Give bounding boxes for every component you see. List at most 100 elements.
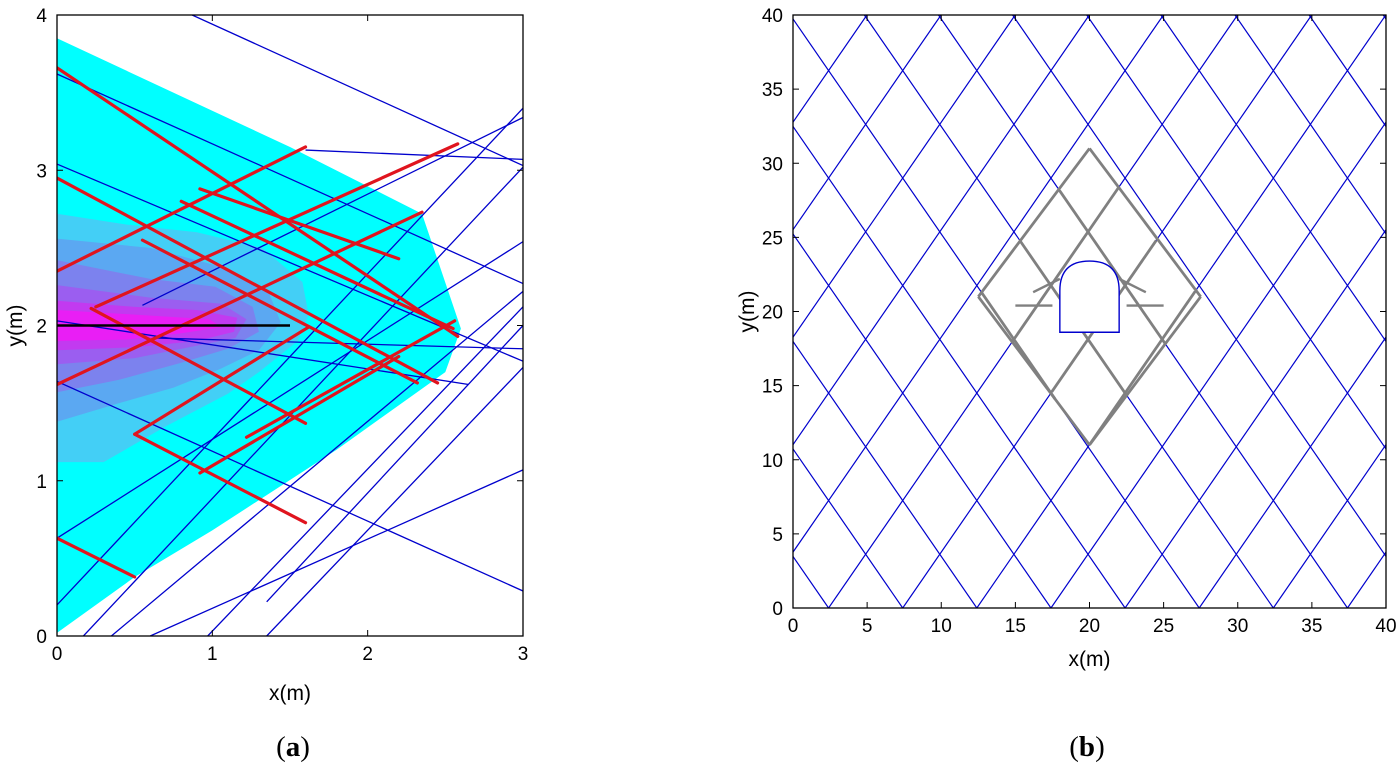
stimulated-fracture-line (57, 210, 424, 387)
fracture-line (266, 366, 523, 636)
x-tick-label: 35 (1301, 616, 1322, 637)
x-tick-label: 1 (207, 644, 218, 665)
plot-frame (56, 14, 524, 637)
stimulated-fracture-line (133, 325, 311, 436)
y-axis-label: y(m) (736, 291, 759, 333)
y-tick-label: 20 (762, 303, 783, 324)
x-tick-label: 40 (1375, 616, 1396, 637)
x-tick-label: 0 (52, 644, 63, 665)
stimulated-fracture-line (1088, 147, 1202, 298)
fracture-line (793, 15, 942, 231)
x-tick-label: 5 (862, 616, 873, 637)
fracture-line (1272, 444, 1386, 608)
stimulated-fracture-line (1088, 290, 1197, 446)
fracture-line (1198, 336, 1386, 608)
panel-caption-a: (a) (276, 731, 310, 763)
fracture-line (266, 325, 523, 603)
fracture-line (57, 73, 523, 285)
y-tick-label: 0 (772, 599, 783, 620)
caption-paren: ( (1069, 731, 1079, 763)
fracture-line (793, 126, 1126, 608)
fracture-line (1012, 15, 1386, 557)
stimulated-fracture-line (1032, 277, 1061, 294)
stimulated-fracture-line (977, 295, 1091, 446)
fracture-line (793, 15, 868, 123)
stimulated-fracture-line (179, 199, 455, 331)
y-tick-label: 25 (762, 228, 783, 249)
fracture-line (1086, 15, 1386, 450)
panel-b: 0 5 10 15 20 25 30 35 40 0 5 10 15 20 25 30 35 40 x(m) y(m)… (736, 6, 1397, 763)
plot-area-a (57, 15, 523, 636)
x-tick-label: 25 (1153, 616, 1174, 637)
stimulated-fracture-line (57, 145, 308, 273)
y-tick-label: 10 (762, 451, 783, 472)
fracture-line (793, 448, 904, 608)
x-tick-label: 0 (788, 616, 799, 637)
fracture-line (1050, 121, 1386, 608)
x-tick-label: 10 (931, 616, 952, 637)
fracture-line (82, 166, 523, 636)
x-tick-label: 30 (1227, 616, 1248, 637)
stimulated-fracture-line (133, 432, 308, 525)
y-tick-label: 15 (762, 377, 783, 398)
panel-a: 0 1 2 3 0 1 2 3 4 x(m) y(m) (a) (4, 6, 528, 763)
stimulated-fracture-line (94, 142, 460, 309)
fracture-line (305, 149, 523, 161)
fracture-line (110, 290, 523, 636)
y-tick-label: 35 (762, 80, 783, 101)
fracture-line (149, 469, 523, 636)
caption-paren: ( (276, 731, 286, 763)
fracture-line (793, 15, 1090, 445)
caption-letter: b (1079, 731, 1095, 763)
fracture-line (191, 15, 523, 167)
stimulated-fracture-line (1118, 277, 1147, 294)
stimulated-fracture-line (140, 238, 419, 385)
stimulated-fracture-line (977, 147, 1091, 298)
x-axis-label: x(m) (1069, 648, 1111, 671)
y-tick-label: 40 (762, 6, 783, 27)
stimulated-fracture-line (1011, 186, 1120, 342)
y-tick-label: 2 (36, 317, 47, 338)
fracture-line (1308, 15, 1386, 127)
caption-letter: a (286, 731, 301, 763)
y-axis-label: y(m) (4, 305, 27, 347)
x-axis-label: x(m) (269, 682, 311, 705)
fracture-line (793, 341, 978, 608)
fracture-line (793, 15, 1164, 553)
plot-frame (792, 14, 1387, 609)
y-tick-label: 3 (36, 161, 47, 182)
x-tick-label: 2 (362, 644, 373, 665)
stimulated-fracture-line (57, 66, 460, 338)
tunnel-outline (1059, 260, 1120, 333)
stimulated-fracture-line (89, 306, 308, 425)
caption-paren: ) (300, 731, 310, 763)
fracture-line (1346, 551, 1386, 608)
stimulated-fracture-line (1058, 189, 1167, 345)
y-tick-label: 1 (36, 472, 47, 493)
x-tick-label: 3 (518, 644, 529, 665)
y-tick-label: 4 (36, 6, 47, 27)
stimulated-fracture-line (980, 291, 1057, 400)
caption-paren: ) (1095, 731, 1105, 763)
fracture-line (1124, 229, 1386, 608)
fracture-line (793, 556, 830, 608)
stimulated-fracture-line (57, 536, 137, 579)
fracture-line (1160, 15, 1386, 342)
stimulated-fracture-line (198, 187, 401, 261)
stimulated-fracture-line (198, 354, 401, 475)
stimulated-fracture-line (244, 319, 457, 439)
fracture-line (1234, 15, 1386, 235)
y-tick-label: 5 (772, 525, 783, 546)
fracture-line (793, 15, 1016, 338)
fracture-line (207, 306, 523, 636)
x-tick-label: 20 (1079, 616, 1100, 637)
stimulated-fracture-line (57, 176, 440, 385)
fracture-line (793, 233, 1052, 608)
y-tick-label: 30 (762, 154, 783, 175)
x-tick-label: 15 (1005, 616, 1026, 637)
fracture-line (57, 241, 523, 539)
plot-area-b (793, 15, 1386, 608)
y-tick-label: 0 (36, 627, 47, 648)
panel-caption-b: (b) (1069, 731, 1104, 763)
